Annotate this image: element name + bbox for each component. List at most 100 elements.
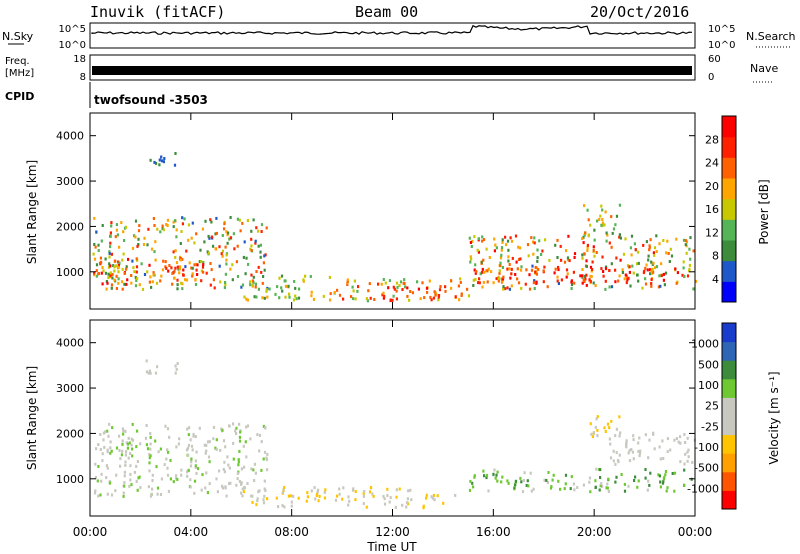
velocity-cell-region-0 [258, 449, 261, 453]
power-cell-region-0 [227, 231, 230, 235]
power-cell-region-1 [196, 263, 199, 267]
velocity-cell-region-0 [208, 460, 211, 464]
power-cell-region-6 [646, 268, 649, 272]
velocity-cell-region-3 [563, 487, 566, 491]
velocity-cell-region-2 [405, 505, 408, 509]
power-cell-region-6 [502, 285, 505, 289]
power-cell-region-0 [134, 275, 137, 279]
velocity-cell-region-4 [630, 448, 633, 451]
velocity-cell-region-2 [275, 496, 278, 500]
power-cell-region-0 [214, 247, 217, 251]
power-cell-region-0 [215, 231, 218, 235]
velocity-cell-region-2 [287, 494, 290, 498]
velocity-cell-region-2 [323, 496, 327, 500]
power-cell-region-7 [675, 281, 678, 285]
power-cell-region-7 [490, 270, 493, 274]
power-cell-region-8 [615, 214, 619, 218]
velocity-cell-region-0 [129, 464, 132, 468]
power-cell-region-0 [131, 259, 134, 263]
velocity-cell-region-2 [383, 497, 386, 501]
power-cell-region-6 [533, 236, 536, 240]
power-cell-region-0 [239, 229, 242, 233]
velocity-cell-region-0 [124, 460, 127, 464]
power-cell-region-7 [652, 270, 655, 274]
power-colorbar-swatch-8 [722, 116, 736, 138]
power-cell-region-7 [560, 278, 563, 282]
power-cell-region-6 [630, 253, 633, 257]
velocity-cell-region-0 [167, 450, 170, 454]
power-cell-region-4 [458, 298, 461, 302]
velocity-colorbar-swatch-3 [722, 434, 736, 454]
power-cell-region-0 [243, 240, 246, 244]
power-cell-region-0 [202, 261, 205, 264]
velocity-cell-region-2 [306, 495, 309, 499]
power-cell-region-6 [510, 239, 514, 243]
velocity-cell-region-0 [200, 488, 203, 492]
power-cell-region-6 [592, 248, 595, 252]
power-cell-region-0 [191, 221, 194, 225]
power-cell-region-3 [249, 283, 252, 287]
velocity-cell-region-0 [107, 434, 110, 438]
velocity-cell-region-2 [281, 490, 285, 494]
power-cell-region-1 [194, 278, 197, 282]
velocity-colorbar-tick-7: -1000 [687, 482, 719, 495]
velocity-cell-region-0 [121, 439, 124, 443]
velocity-cell-region-0 [260, 440, 263, 444]
power-cell-region-6 [479, 272, 482, 276]
power-cell-region-7 [604, 279, 607, 283]
power-cell-region-7 [542, 269, 545, 273]
power-cell-region-3 [284, 295, 287, 299]
power-cell-region-4 [336, 288, 339, 292]
power-cell-region-6 [487, 267, 490, 271]
power-cell-region-6 [585, 259, 588, 263]
power-cell-region-7 [649, 268, 652, 272]
velocity-cell-region-4 [628, 459, 632, 463]
velocity-cell-region-0 [246, 424, 250, 428]
power-cell-region-3 [241, 283, 245, 287]
power-cell-region-4 [419, 297, 422, 301]
power-cell-region-0 [147, 227, 150, 231]
power-cell-region-7 [644, 282, 648, 286]
velocity-cell-region-2 [258, 489, 261, 493]
velocity-cell-region-2 [290, 504, 293, 508]
velocity-cell-region-0 [257, 490, 260, 494]
velocity-cell-region-0 [115, 446, 119, 450]
power-cell-region-2 [174, 152, 177, 155]
velocity-cell-region-0 [242, 444, 245, 448]
velocity-cell-region-1 [147, 371, 150, 375]
power-cell-region-0 [118, 245, 121, 249]
velocity-cell-region-3 [673, 489, 676, 493]
velocity-cell-region-0 [232, 457, 235, 461]
power-cell-region-0 [249, 280, 252, 284]
power-cell-region-7 [486, 269, 489, 273]
velocity-cell-region-3 [527, 484, 530, 488]
power-cell-region-0 [105, 280, 108, 283]
velocity-cell-region-2 [324, 488, 327, 492]
power-cell-region-0 [117, 277, 120, 281]
velocity-cell-region-0 [106, 448, 109, 452]
velocity-cell-region-0 [193, 479, 197, 483]
velocity-cell-region-3 [615, 475, 618, 479]
velocity-cell-region-0 [218, 469, 221, 473]
velocity-cell-region-0 [106, 429, 109, 433]
power-cell-region-0 [251, 279, 254, 283]
velocity-cell-region-0 [135, 445, 138, 449]
power-cell-region-1 [117, 264, 120, 268]
power-cell-region-0 [200, 269, 203, 273]
power-cell-region-0 [108, 250, 111, 254]
power-cell-region-7 [626, 278, 629, 282]
velocity-cell-region-3 [485, 473, 489, 477]
velocity-cell-region-0 [215, 447, 218, 451]
velocity-cell-region-3 [659, 480, 662, 484]
power-cell-region-7 [557, 265, 560, 269]
power-cell-region-0 [198, 260, 201, 264]
velocity-cell-region-3 [513, 486, 516, 490]
velocity-cell-region-0 [101, 459, 104, 463]
power-cell-region-8 [612, 227, 616, 231]
velocity-cell-region-3 [495, 473, 498, 477]
velocity-cell-region-2 [306, 491, 309, 495]
velocity-cell-region-0 [220, 427, 223, 431]
power-cell-region-5 [409, 290, 412, 293]
velocity-cell-region-0 [263, 479, 266, 483]
power-cell-region-2 [160, 159, 164, 163]
